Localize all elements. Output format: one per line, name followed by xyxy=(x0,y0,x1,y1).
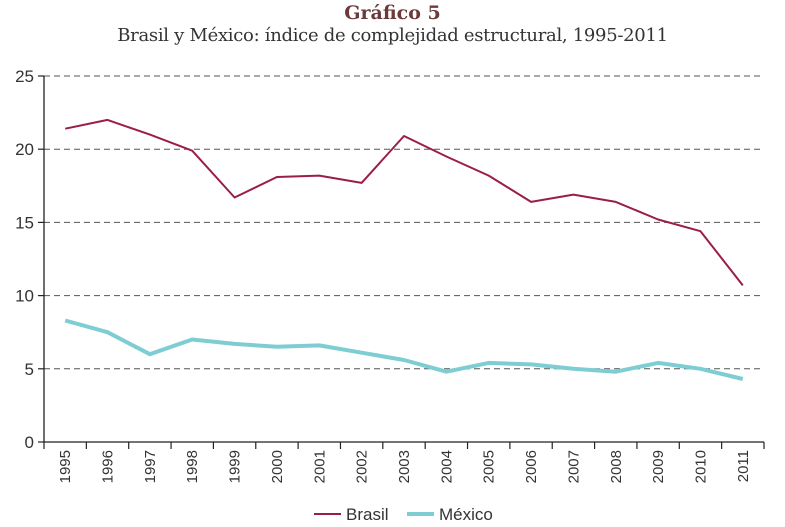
chart-number: Gráfico 5 xyxy=(344,2,441,24)
x-tick-label-2006: 2006 xyxy=(523,450,540,483)
x-tick-label-2001: 2001 xyxy=(311,450,328,483)
x-tick-label-2003: 2003 xyxy=(396,450,413,483)
series-line-mxico xyxy=(64,318,744,381)
y-tick-label-20: 20 xyxy=(15,140,34,159)
x-tick-label-2004: 2004 xyxy=(438,450,455,483)
legend-label-brasil: Brasil xyxy=(346,505,389,524)
y-tick-label-25: 25 xyxy=(15,67,34,86)
legend-label-mxico: México xyxy=(439,505,493,524)
y-axis-ticks: 0 5 10 15 20 25 xyxy=(15,67,44,452)
x-tick-label-2007: 2007 xyxy=(565,450,582,483)
gridlines xyxy=(44,75,764,370)
legend: Brasil México xyxy=(314,505,493,524)
y-tick-label-5: 5 xyxy=(25,360,34,379)
x-tick-label-2005: 2005 xyxy=(481,450,498,483)
x-tick-label-2011: 2011 xyxy=(735,450,752,482)
x-axis-ticks: 1995 1996 1997 1998 1999 2000 2001 2002 2003 2004… xyxy=(43,442,765,483)
x-tick-label-1998: 1998 xyxy=(184,450,201,483)
x-tick-label-2000: 2000 xyxy=(269,450,286,483)
x-tick-label-1996: 1996 xyxy=(100,450,117,483)
x-tick-label-1997: 1997 xyxy=(142,450,159,483)
x-tick-label-2010: 2010 xyxy=(692,450,709,483)
series-lines xyxy=(64,118,744,381)
y-tick-label-15: 15 xyxy=(15,213,34,232)
y-tick-label-0: 0 xyxy=(25,433,34,452)
x-tick-label-2009: 2009 xyxy=(650,450,667,483)
x-tick-label-1999: 1999 xyxy=(227,450,244,483)
y-tick-label-10: 10 xyxy=(15,287,34,306)
x-tick-label-2002: 2002 xyxy=(354,450,371,483)
x-tick-label-2008: 2008 xyxy=(608,450,625,483)
axes xyxy=(43,76,764,443)
x-tick-label-1995: 1995 xyxy=(57,450,74,483)
title-block: Gráfico 5 Brasil y México: índice de com… xyxy=(0,2,785,48)
series-line-brasil xyxy=(64,118,744,287)
chart-title: Brasil y México: índice de complejidad e… xyxy=(117,25,668,46)
